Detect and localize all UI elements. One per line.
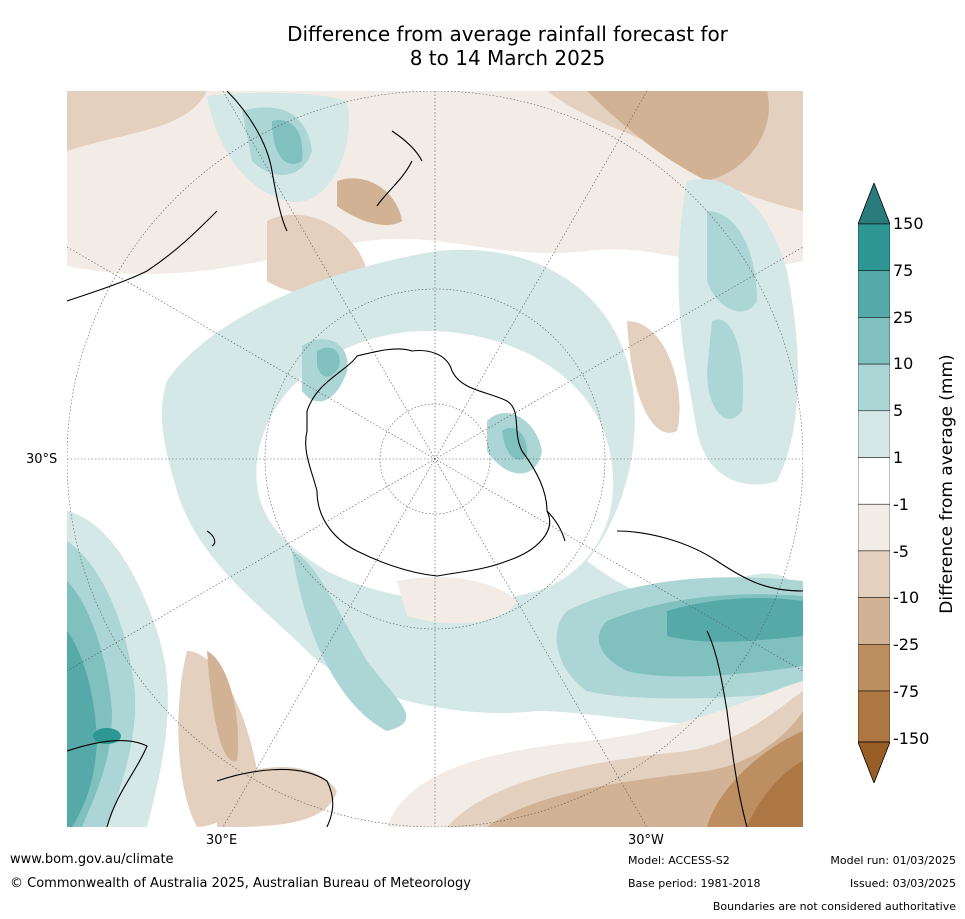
dry-anomaly-region (587, 91, 769, 181)
colorbar-label: 150 (893, 214, 924, 233)
colorbar-bin (858, 410, 890, 458)
colorbar-title: Difference from average (mm) (937, 354, 957, 614)
colorbar-label: -75 (893, 682, 920, 701)
colorbar-bin (858, 597, 890, 645)
colorbar-bin (858, 644, 890, 692)
wet-anomaly-region (292, 551, 407, 731)
colorbar-bin (858, 363, 890, 412)
coastlines (67, 91, 803, 827)
colorbar-label: -5 (893, 542, 909, 561)
colorbar-label: 5 (893, 401, 904, 420)
colorbar-bin (858, 690, 890, 743)
colorbar-bin (858, 270, 890, 318)
lon-label-30e: 30°E (206, 833, 238, 848)
wet-anomaly-region (707, 211, 757, 312)
colorbar (858, 183, 890, 783)
colorbar-extend-bottom (858, 741, 890, 783)
dry-anomaly-region (397, 577, 517, 624)
graticule (67, 91, 803, 827)
lon-label-30w: 30°W (628, 833, 664, 848)
colorbar-label: 75 (893, 261, 914, 280)
colorbar-bin (858, 503, 890, 552)
model-run-text: Model run: 01/03/2025 (830, 854, 956, 867)
dry-anomaly-region (337, 178, 402, 226)
wet-anomaly-region (502, 427, 528, 460)
wet-anomaly-region (67, 631, 97, 827)
colorbar-extend-top (858, 183, 890, 225)
dry-anomaly-region (627, 321, 680, 433)
copyright-text: © Commonwealth of Australia 2025, Austra… (10, 876, 471, 891)
dry-anomaly-region (67, 91, 207, 151)
title-line-2: 8 to 14 March 2025 (409, 46, 606, 70)
model-text: Model: ACCESS-S2 (628, 854, 730, 867)
wet-anomaly-region (317, 347, 340, 377)
colorbar-label: 10 (893, 354, 914, 373)
wet-anomaly-region (272, 120, 303, 165)
dry-anomaly-region (747, 761, 803, 827)
website-link[interactable]: www.bom.gov.au/climate (10, 852, 174, 867)
wet-anomaly-region (667, 598, 803, 642)
colorbar-label: -1 (893, 495, 909, 514)
issued-text: Issued: 03/03/2025 (849, 877, 956, 890)
colorbar-bin (858, 457, 890, 505)
wet-anomaly-region (707, 319, 743, 419)
title-line-1: Difference from average rainfall forecas… (287, 22, 728, 46)
rainfall-anomaly-map (67, 91, 803, 827)
colorbar-bin (858, 317, 890, 365)
dry-anomaly-region (207, 651, 238, 762)
wet-anomaly-region (93, 728, 121, 744)
colorbar-label: 25 (893, 308, 914, 327)
colorbar-bin (858, 223, 890, 271)
colorbar-bin (858, 550, 890, 598)
colorbar-label: -150 (893, 729, 930, 748)
lat-label-30s: 30°S (26, 452, 58, 467)
dry-anomaly-region (217, 767, 337, 827)
map-title: Difference from average rainfall forecas… (0, 22, 965, 70)
colorbar-label: -10 (893, 588, 920, 607)
colorbar-label: -25 (893, 635, 920, 654)
colorbar-label: 1 (893, 448, 904, 467)
base-period-text: Base period: 1981-2018 (628, 877, 761, 890)
disclaimer-text: Boundaries are not considered authoritat… (712, 900, 956, 913)
